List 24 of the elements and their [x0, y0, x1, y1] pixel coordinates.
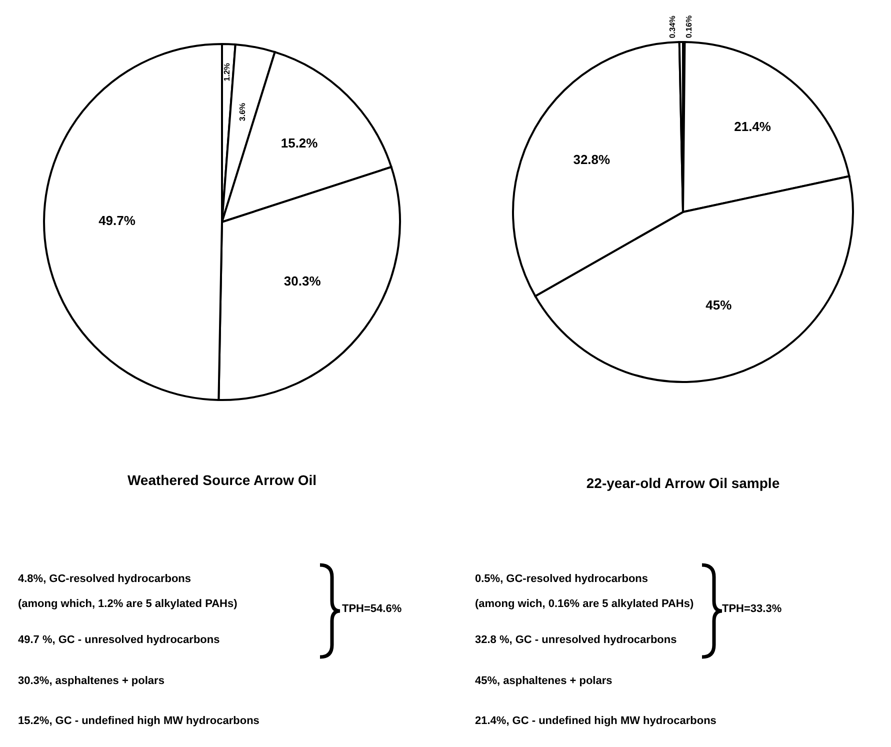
data-label: 45% [706, 297, 732, 312]
data-label: 21.4% [734, 118, 772, 134]
text: 22-year-old Arrow Oil sample [586, 475, 780, 491]
data-label: 3.6% [238, 102, 247, 122]
text: TPH=33.3% [722, 603, 782, 615]
text: (among which, 1.2% are 5 alkylated PAHs) [18, 598, 238, 610]
data-label: 0.34% [668, 16, 678, 38]
text: 49.7 %, GC - unresolved hydrocarbons [18, 634, 220, 646]
text: (among wich, 0.16% are 5 alkylated PAHs) [475, 598, 694, 610]
data-label: 15.2% [280, 136, 318, 151]
data-label: 0.16% [684, 15, 694, 38]
text: 4.8%, GC-resolved hydrocarbons [18, 573, 191, 585]
text: 0.5%, GC-resolved hydrocarbons [475, 573, 648, 585]
text: 15.2%, GC - undefined high MW hydrocarbons [18, 715, 260, 727]
data-label: 49.7% [98, 213, 136, 228]
data-label: 32.8% [573, 152, 611, 168]
text: TPH=54.6% [342, 603, 402, 615]
text: 45%, asphaltenes + polars [475, 675, 612, 687]
text: 30.3%, asphaltenes + polars [18, 675, 164, 687]
text: 21.4%, GC - undefined high MW hydrocarbons [475, 715, 716, 727]
text: Weathered Source Arrow Oil [127, 472, 317, 488]
text: 32.8 %, GC - unresolved hydrocarbons [475, 634, 677, 646]
data-label: 1.2% [222, 62, 232, 82]
data-label: 30.3% [284, 274, 322, 289]
